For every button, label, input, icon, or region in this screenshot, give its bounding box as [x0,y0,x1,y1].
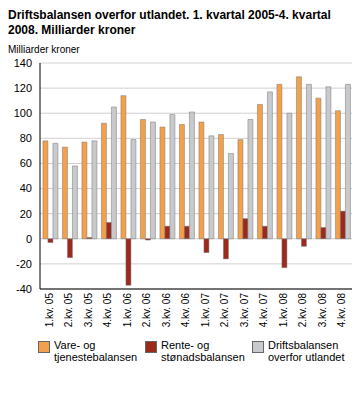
svg-text:4.kv. 07: 4.kv. 07 [258,293,269,328]
html-text:Vare- og tjenestebalansen: Vare- og tjenestebalansen [54,339,138,363]
svg-text:2.kv. 08: 2.kv. 08 [297,293,308,328]
svg-text:1.kv. 08: 1.kv. 08 [278,293,289,328]
svg-text:3.kv. 06: 3.kv. 06 [161,293,172,328]
svg-text:20: 20 [20,208,32,220]
svg-text:4.kv. 08: 4.kv. 08 [336,293,347,328]
html-text:Driftsbalansen overfor utlande: Driftsbalansen overfor utlandet [268,339,345,363]
svg-text:-20: -20 [16,258,32,270]
svg-text:100: 100 [14,107,32,119]
svg-text:120: 120 [14,82,32,94]
svg-text:1.kv. 05: 1.kv. 05 [44,293,55,328]
svg-text:3.kv. 05: 3.kv. 05 [83,293,94,328]
svg-text:0: 0 [26,233,32,245]
svg-text:2.kv. 06: 2.kv. 06 [141,293,152,328]
svg-text:4.kv. 06: 4.kv. 06 [180,293,191,328]
svg-text:3.kv. 07: 3.kv. 07 [239,293,250,328]
svg-text:140: 140 [14,57,32,69]
svg-text:80: 80 [20,132,32,144]
svg-text:3.kv. 08: 3.kv. 08 [317,293,328,328]
svg-text:-40: -40 [16,283,32,295]
svg-text:2.kv. 05: 2.kv. 05 [63,293,74,328]
svg-text:4.kv. 05: 4.kv. 05 [102,293,113,328]
svg-text:1.kv. 06: 1.kv. 06 [122,293,133,328]
svg-text:60: 60 [20,157,32,169]
html-text:Rente- og stønadsbalansen: Rente- og stønadsbalansen [161,339,245,363]
html-text:Milliarder kroner: Milliarder kroner [8,44,80,55]
svg-text:40: 40 [20,182,32,194]
html-text:Driftsbalansen overfor utlande: Driftsbalansen overfor utlandet. 1. kvar… [8,8,331,37]
svg-text:1.kv. 07: 1.kv. 07 [200,293,211,328]
svg-text:2.kv. 07: 2.kv. 07 [219,293,230,328]
